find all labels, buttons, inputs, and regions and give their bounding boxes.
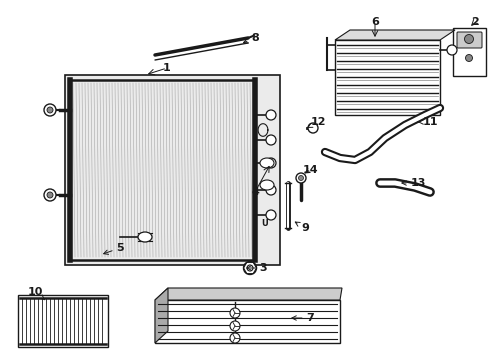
Circle shape [44,189,56,201]
Text: 5: 5 [104,243,124,255]
Bar [335,40,440,115]
Circle shape [298,176,303,180]
Text: U: U [262,219,269,228]
Text: 8: 8 [244,33,259,43]
Polygon shape [335,30,455,40]
Text: 14: 14 [302,165,318,175]
Bar [453,28,486,76]
Bar [18,295,108,347]
Text: 1: 1 [163,63,171,73]
Circle shape [266,185,276,195]
Text: 9: 9 [295,222,309,233]
Text: 12: 12 [307,117,326,128]
Ellipse shape [260,180,274,190]
Text: 13: 13 [402,178,426,188]
Circle shape [266,110,276,120]
Circle shape [296,173,306,183]
Text: 3: 3 [247,263,267,273]
Bar [155,300,340,343]
Circle shape [44,104,56,116]
FancyBboxPatch shape [457,32,482,48]
Polygon shape [155,288,168,343]
Text: 4: 4 [251,187,259,197]
Text: 10: 10 [27,287,45,300]
Text: 11: 11 [418,117,438,127]
Text: 2: 2 [471,17,479,27]
Text: 7: 7 [292,313,314,323]
Circle shape [466,54,472,62]
Circle shape [230,333,240,343]
Circle shape [308,123,318,133]
Circle shape [47,107,53,113]
Ellipse shape [260,158,274,168]
Circle shape [266,158,276,168]
Polygon shape [155,288,342,300]
Circle shape [266,210,276,220]
Circle shape [465,35,473,44]
Circle shape [447,45,457,55]
Circle shape [230,321,240,331]
Text: 6: 6 [371,17,379,27]
Circle shape [247,265,253,271]
Bar [65,75,280,265]
Circle shape [244,261,256,274]
Circle shape [47,192,53,198]
Circle shape [230,308,240,318]
Ellipse shape [138,232,152,242]
Circle shape [266,135,276,145]
